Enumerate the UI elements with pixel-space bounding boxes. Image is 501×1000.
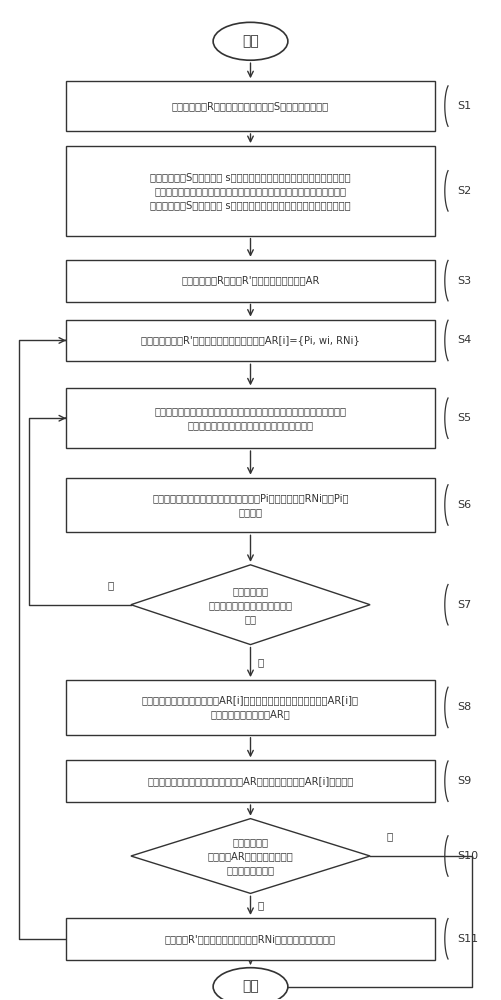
FancyBboxPatch shape: [66, 388, 435, 448]
Text: S10: S10: [457, 851, 478, 861]
Text: S7: S7: [457, 600, 471, 610]
Text: S4: S4: [457, 335, 471, 345]
Text: 结束: 结束: [242, 980, 259, 994]
Polygon shape: [131, 819, 370, 893]
Text: S1: S1: [457, 101, 471, 111]
Text: S8: S8: [457, 702, 471, 712]
Text: 通过可视化页面对需求分析结果集合AR中的各个分析结果AR[i]进行显示: 通过可视化页面对需求分析结果集合AR中的各个分析结果AR[i]进行显示: [147, 776, 354, 786]
FancyBboxPatch shape: [66, 146, 435, 236]
Text: 否: 否: [258, 901, 264, 911]
FancyBboxPatch shape: [66, 260, 435, 302]
Text: S6: S6: [457, 500, 471, 510]
Ellipse shape: [213, 22, 288, 60]
Text: 判断轨道周期
集合中所有的轨道周期是否循环
完毕: 判断轨道周期 集合中所有的轨道周期是否循环 完毕: [208, 586, 293, 624]
FancyBboxPatch shape: [66, 760, 435, 802]
Text: S2: S2: [457, 186, 471, 196]
FancyBboxPatch shape: [66, 478, 435, 532]
Text: 生成本次需求分析的分析结果AR[i]，并将本次需求分析的分析结果AR[i]加
入到需求分析结果集合AR中: 生成本次需求分析的分析结果AR[i]，并将本次需求分析的分析结果AR[i]加 入…: [142, 695, 359, 719]
Text: S9: S9: [457, 776, 471, 786]
Text: 根据每个轨道周期的开始时刻，按顺序循环轨道周期集合中的所有轨道周
期，计算每个轨道周期的局部最大收益规划选择: 根据每个轨道周期的开始时刻，按顺序循环轨道周期集合中的所有轨道周 期，计算每个轨…: [154, 406, 347, 430]
Ellipse shape: [213, 968, 288, 1000]
Text: 否: 否: [108, 580, 114, 590]
Text: 判断需求分析
结果集合AR中是否存在最终确
认执行的规划结果: 判断需求分析 结果集合AR中是否存在最终确 认执行的规划结果: [207, 837, 294, 875]
FancyBboxPatch shape: [66, 680, 435, 735]
FancyBboxPatch shape: [66, 918, 435, 960]
Text: 确认需求集合R、执行任务的卫星集合S以及任务时间区间: 确认需求集合R、执行任务的卫星集合S以及任务时间区间: [172, 101, 329, 111]
Text: 创建需求集合R的副本R'和需求分析结果集合AR: 创建需求集合R的副本R'和需求分析结果集合AR: [181, 276, 320, 286]
Text: 是: 是: [387, 831, 393, 841]
Text: 移除副本R'中若干已经规划的且与RNi中的需求相冲突的需求: 移除副本R'中若干已经规划的且与RNi中的需求相冲突的需求: [165, 934, 336, 944]
Text: 计算卫星集合S中所有卫星 s在任务时间区间内以秒为单位的所有位置点，
用一个卫星轨道周期内所有位置点的集合表示对应的卫星的一个轨道周期
；将卫星集合S中所有卫星: 计算卫星集合S中所有卫星 s在任务时间区间内以秒为单位的所有位置点， 用一个卫星…: [150, 172, 351, 210]
Text: S5: S5: [457, 413, 471, 423]
Polygon shape: [131, 565, 370, 645]
Text: 开始一次对副本R'的需求分析，创建分析结果AR[i]={Pi, wi, RNi}: 开始一次对副本R'的需求分析，创建分析结果AR[i]={Pi, wi, RNi}: [141, 335, 360, 345]
Text: 是: 是: [258, 657, 264, 667]
Text: S11: S11: [457, 934, 478, 944]
FancyBboxPatch shape: [66, 320, 435, 361]
FancyBboxPatch shape: [66, 81, 435, 131]
Text: 开始: 开始: [242, 34, 259, 48]
Text: 将计算得到的局部最大收益规划选择加入Pi中，同时移除RNi中被Pi覆
盖的需求: 将计算得到的局部最大收益规划选择加入Pi中，同时移除RNi中被Pi覆 盖的需求: [152, 493, 349, 517]
Text: S3: S3: [457, 276, 471, 286]
